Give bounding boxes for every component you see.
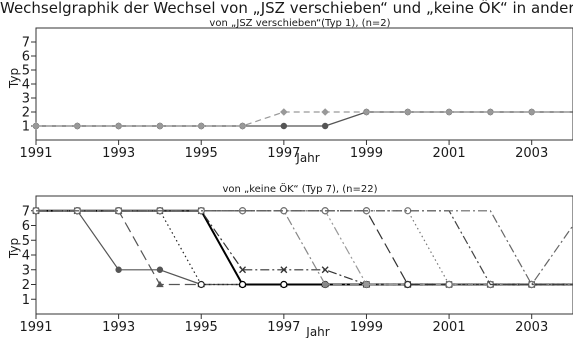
series-line — [36, 111, 573, 127]
data-point — [445, 280, 453, 289]
series-2 — [32, 206, 573, 288]
x-tick-label: 2003 — [515, 146, 548, 161]
y-tick-label: 4 — [22, 78, 30, 93]
y-tick-label: 1 — [22, 120, 30, 135]
series-line — [36, 210, 573, 286]
y-tick-label: 1 — [22, 293, 30, 308]
y-tick-label: 6 — [22, 50, 30, 65]
data-point — [156, 280, 164, 288]
y-tick-label: 3 — [22, 92, 30, 107]
data-point — [363, 281, 370, 288]
y-tick-label: 2 — [22, 106, 30, 121]
x-tick-label: 1993 — [102, 320, 135, 335]
x-tick-label: 1995 — [185, 320, 218, 335]
data-point — [280, 280, 288, 289]
data-point — [362, 108, 371, 116]
x-tick-label: 1995 — [185, 146, 218, 161]
series-2 — [32, 108, 573, 130]
data-point — [73, 122, 82, 130]
page-header: Wechselgraphik der Wechsel von „JSZ vers… — [0, 0, 573, 17]
data-point — [238, 122, 247, 130]
series-3 — [32, 207, 573, 289]
series-layer — [32, 206, 573, 289]
series-7 — [32, 207, 573, 288]
data-point — [156, 266, 164, 273]
series-9 — [32, 207, 573, 289]
x-tick-label: 2001 — [433, 146, 466, 161]
chart-title: von „keine ÖK“ (Typ 7), (n=22) — [222, 182, 377, 195]
x-tick-label: 1993 — [102, 146, 135, 161]
y-tick-label: 6 — [22, 219, 30, 234]
data-point — [197, 122, 206, 130]
series-layer — [32, 108, 573, 130]
series-4 — [32, 207, 573, 289]
y-tick-label: 3 — [22, 263, 30, 278]
data-point — [239, 266, 246, 274]
data-point — [114, 122, 123, 130]
plot-frame — [35, 27, 573, 141]
x-tick-label: 1997 — [267, 146, 300, 161]
x-axis-label: Jahr — [305, 325, 329, 338]
data-point — [321, 122, 329, 130]
x-tick-label: 1997 — [267, 320, 300, 335]
data-point — [197, 280, 205, 289]
data-point — [156, 122, 164, 130]
y-tick-label: 4 — [22, 249, 30, 264]
series-line — [36, 210, 573, 286]
chart-panel-jsz: von „JSZ verschieben“(Typ 1), (n=2) Jahr… — [7, 18, 573, 165]
series-5 — [32, 207, 573, 288]
y-tick-label: 5 — [22, 234, 30, 249]
x-tick-label: 1991 — [19, 320, 52, 335]
series-6 — [32, 207, 573, 288]
y-tick-label: 5 — [22, 64, 30, 79]
chart-panel-keine-oek: von „keine ÖK“ (Typ 7), (n=22) Jahr Typ … — [7, 182, 573, 338]
y-tick-label: 2 — [22, 278, 30, 293]
series-line — [36, 210, 573, 286]
x-tick-label: 2003 — [515, 320, 548, 335]
x-tick-label: 2001 — [433, 320, 466, 335]
data-point — [403, 108, 412, 116]
y-axis-label: Typ — [7, 68, 21, 89]
data-point — [32, 122, 40, 130]
data-point — [280, 266, 288, 274]
series-11 — [36, 210, 573, 286]
y-axis-label: Typ — [7, 238, 21, 259]
data-point — [404, 280, 412, 289]
x-tick-label: 1999 — [350, 146, 383, 161]
data-point — [238, 280, 247, 289]
data-point — [527, 108, 536, 116]
x-axis-label: Jahr — [295, 151, 319, 165]
series-1 — [32, 207, 573, 288]
data-point — [280, 122, 288, 130]
data-point — [445, 108, 453, 116]
data-point — [115, 266, 122, 273]
x-tick-label: 1999 — [350, 320, 383, 335]
data-point — [321, 266, 329, 274]
data-point — [321, 108, 329, 116]
data-point — [321, 281, 329, 288]
x-tick-label: 1991 — [19, 146, 52, 161]
y-tick-label: 7 — [22, 36, 30, 51]
y-tick-label: 7 — [22, 204, 30, 219]
series-line — [36, 111, 573, 127]
series-8 — [32, 207, 573, 289]
data-point — [280, 108, 288, 116]
data-point — [486, 108, 495, 116]
chart-title: von „JSZ verschieben“(Typ 1), (n=2) — [209, 18, 390, 29]
